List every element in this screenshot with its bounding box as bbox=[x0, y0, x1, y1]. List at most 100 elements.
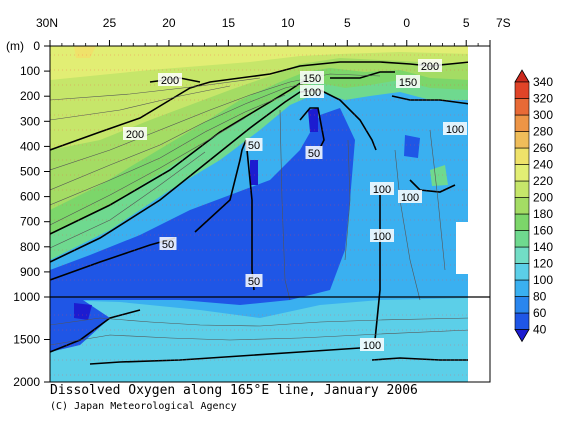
colorbar-label: 340 bbox=[533, 75, 553, 89]
y-tick-label: 400 bbox=[20, 139, 40, 153]
x-axis: 30N 25 20 15 10 5 0 5 7S bbox=[36, 16, 511, 46]
colorbar-bin bbox=[514, 197, 530, 215]
colorbar-label: 320 bbox=[533, 92, 553, 106]
isoline-50b bbox=[299, 107, 325, 149]
colorbar-bin bbox=[514, 246, 530, 264]
contour-label-bg bbox=[370, 182, 394, 195]
colorbar-bin bbox=[514, 213, 530, 231]
isoline-200 bbox=[50, 61, 471, 151]
colorbar-bin bbox=[514, 180, 530, 198]
colorbar-bin bbox=[514, 147, 530, 165]
colorbar-label: 60 bbox=[533, 306, 547, 320]
contour-label: 50 bbox=[162, 239, 174, 251]
y-tick-label: 700 bbox=[20, 215, 40, 229]
colorbar-label: 80 bbox=[533, 290, 547, 304]
contour-label: 100 bbox=[303, 87, 321, 99]
plot-frame bbox=[49, 45, 491, 383]
colorbar-label: 120 bbox=[533, 257, 553, 271]
contour-label-bg bbox=[370, 229, 394, 242]
x-tick-label: 10 bbox=[281, 16, 295, 30]
contour-labels: 200 200 200 150 100 150 100 50 50 100 50 50 100 100 10… bbox=[123, 59, 467, 352]
contour-label: 100 bbox=[363, 340, 381, 352]
field-deep-bottom-min bbox=[74, 303, 92, 320]
contour-label-bg bbox=[443, 122, 467, 135]
contour-label-bg bbox=[396, 75, 420, 88]
colorbar-bottom-arrow bbox=[514, 329, 530, 343]
y-tick-label: 1000 bbox=[13, 290, 40, 304]
colorbar-bin bbox=[514, 230, 530, 248]
contour-label: 100 bbox=[401, 192, 419, 204]
y-tick-label: 200 bbox=[20, 89, 40, 103]
x-tick-label: 5 bbox=[463, 16, 470, 30]
y-tick-label: 1500 bbox=[13, 333, 40, 347]
colorbar-bin bbox=[514, 114, 530, 132]
contour-label: 200 bbox=[126, 129, 144, 141]
colorbar-label: 260 bbox=[533, 141, 553, 155]
isoline-50c bbox=[50, 309, 141, 353]
y-tick-label: 600 bbox=[20, 190, 40, 204]
dotted-grid bbox=[50, 54, 490, 376]
contour-label-bg bbox=[300, 71, 324, 84]
contour-label-bg bbox=[245, 138, 263, 151]
colorbar-bin bbox=[514, 164, 530, 182]
isoline-100-east bbox=[371, 95, 471, 361]
y-axis-unit-label: (m) bbox=[6, 39, 24, 53]
x-tick-label: 7S bbox=[496, 16, 511, 30]
colorbar-label: 200 bbox=[533, 191, 553, 205]
colorbar-label: 100 bbox=[533, 273, 553, 287]
contour-label-bg bbox=[245, 274, 263, 287]
y-axis: 0 100 200 300 400 500 600 700 800 900 1000 1500 2000 bbox=[13, 39, 50, 389]
contour-label-bg bbox=[159, 237, 177, 250]
colorbar-bin bbox=[514, 263, 530, 281]
colorbar-top-arrow bbox=[514, 69, 530, 83]
y-tick-label: 100 bbox=[20, 64, 40, 78]
field-deep-bottom-core bbox=[50, 298, 110, 352]
contour-label: 50 bbox=[248, 140, 260, 152]
colorbar-bin bbox=[514, 312, 530, 330]
colorbar-label: 280 bbox=[533, 125, 553, 139]
colorbar-bin bbox=[514, 131, 530, 149]
y-tick-label: 0 bbox=[33, 39, 40, 53]
colorbar-label: 160 bbox=[533, 224, 553, 238]
field-upper-min bbox=[308, 108, 318, 132]
colorbar-label: 300 bbox=[533, 108, 553, 122]
colorbar-label: 180 bbox=[533, 207, 553, 221]
colorbar-bin bbox=[514, 98, 530, 116]
x-tick-label: 5 bbox=[344, 16, 351, 30]
contour-label-bg bbox=[300, 85, 324, 98]
contour-label-bg bbox=[398, 190, 422, 203]
x-tick-label: 25 bbox=[103, 16, 117, 30]
colorbar: 40 60 80 100 120 140 160 180 200 220 240 260 280 300 3… bbox=[514, 69, 553, 343]
y-tick-label: 800 bbox=[20, 240, 40, 254]
colorbar-label: 140 bbox=[533, 240, 553, 254]
contour-label: 100 bbox=[373, 231, 391, 243]
chart-credit: (C) Japan Meteorological Agency bbox=[50, 401, 237, 412]
contour-label-bg bbox=[305, 146, 323, 159]
contour-label: 50 bbox=[248, 276, 260, 288]
y-tick-label: 500 bbox=[20, 165, 40, 179]
colorbar-label: 40 bbox=[533, 323, 547, 337]
contour-field bbox=[50, 46, 490, 382]
contour-label-bg bbox=[418, 59, 442, 72]
field-band-200 bbox=[50, 46, 470, 150]
contour-label: 100 bbox=[446, 124, 464, 136]
colorbar-bin bbox=[514, 279, 530, 297]
contour-label-bg bbox=[360, 338, 384, 351]
chart-title: Dissolved Oxygen along 165°E line, Janua… bbox=[50, 383, 418, 398]
y-tick-label: 2000 bbox=[13, 375, 40, 389]
contour-label: 200 bbox=[161, 75, 179, 87]
x-tick-label: 30N bbox=[36, 16, 58, 30]
contour-label-bg bbox=[158, 73, 182, 86]
y-tick-label: 300 bbox=[20, 114, 40, 128]
contour-label: 50 bbox=[308, 148, 320, 160]
no-data-right-strip bbox=[468, 46, 490, 382]
colorbar-bin bbox=[514, 296, 530, 314]
no-data-notch bbox=[456, 222, 470, 274]
x-tick-label: 15 bbox=[222, 16, 236, 30]
y-tick-label: 900 bbox=[20, 265, 40, 279]
contour-label: 150 bbox=[303, 73, 321, 85]
contour-label: 150 bbox=[399, 77, 417, 89]
x-tick-label: 0 bbox=[403, 16, 410, 30]
colorbar-label: 240 bbox=[533, 158, 553, 172]
